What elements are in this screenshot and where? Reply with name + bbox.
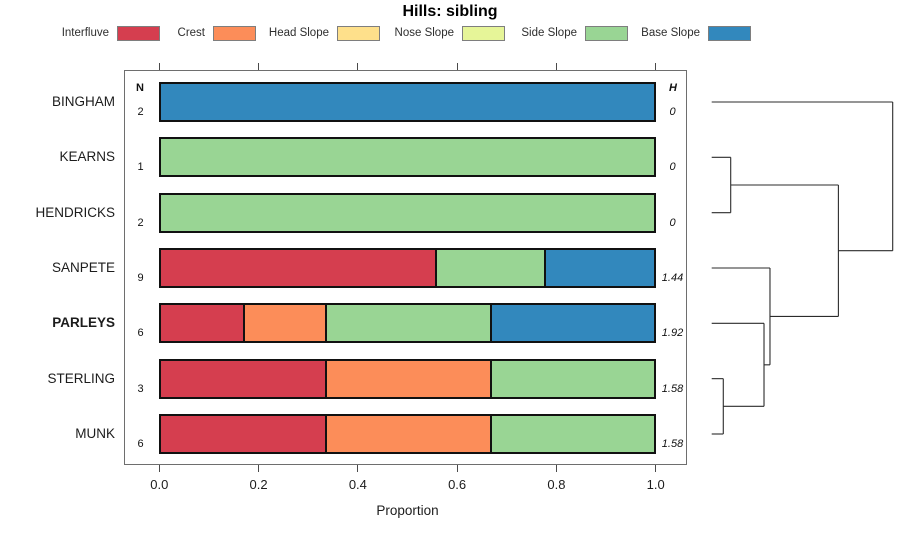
h-value: 1.92 [661,327,684,340]
bar [159,247,656,288]
legend-swatch-base-slope [708,26,751,41]
n-value: 9 [137,271,144,284]
legend-label: Side Slope [521,27,577,39]
x-axis-bottom-tick [655,465,657,472]
row-label: HENDRICKS [35,204,115,220]
n-value: 1 [137,161,144,174]
x-axis-top-tick [456,63,458,70]
row-label: STERLING [47,370,115,386]
bar [159,192,656,233]
legend-swatch-side-slope [585,26,628,41]
h-value: 1.44 [661,271,684,284]
legend-swatch-nose-slope [462,26,505,41]
row-label: BINGHAM [51,94,115,109]
bar [159,82,656,122]
bar-segment-base-slope [161,84,654,120]
n-value: 6 [137,327,144,340]
h-column-header: H [669,82,677,94]
x-axis-top-tick [555,63,557,70]
n-value: 2 [137,106,144,118]
x-axis-bottom-tick [555,465,557,472]
bar-segment-crest [243,305,326,342]
x-axis-bottom-tick [357,465,359,472]
x-axis-tick-label: 0.8 [547,477,566,492]
bar [159,358,656,399]
x-axis-bottom-tick [158,465,160,472]
legend-swatch-interfluve [117,26,160,41]
x-axis-tick-label: 0.0 [150,477,169,492]
bar-segment-side-slope [489,415,654,452]
bar-segment-crest [325,415,490,452]
bar-segment-side-slope [161,194,654,231]
x-axis-label: Proportion [376,503,439,518]
legend-label: Nose Slope [394,27,454,39]
h-value: 1.58 [661,437,684,450]
bar-segment-side-slope [325,305,490,342]
row-label: SANPETE [51,259,115,275]
x-axis-tick-label: 0.6 [448,477,467,492]
x-axis-top-tick [655,63,657,70]
row-label: MUNK [75,425,115,441]
legend-swatch-crest [213,26,256,41]
x-axis-tick-label: 1.0 [646,477,665,492]
h-value: 0 [669,106,676,118]
row-label: PARLEYS [52,315,115,331]
bar-segment-interfluve [161,249,435,286]
bar [159,413,656,454]
n-value: 6 [137,437,144,450]
row-label: KEARNS [59,149,115,165]
bar [159,137,656,178]
n-value: 2 [137,216,144,229]
legend-label: Head Slope [268,27,329,39]
bar [159,303,656,344]
legend-label: Base Slope [641,27,700,39]
x-axis-tick-label: 0.2 [249,477,268,492]
bar-segment-base-slope [544,249,654,286]
x-axis-bottom-tick [258,465,260,472]
h-value: 0 [669,216,676,229]
n-column-header: N [136,82,144,94]
legend-swatch-head-slope [337,26,380,41]
bar-segment-base-slope [489,305,654,342]
bar-segment-side-slope [434,249,545,286]
bar-segment-interfluve [161,360,326,397]
x-axis-top-tick [357,63,359,70]
x-axis-top-tick [158,63,160,70]
x-axis-tick-label: 0.4 [348,477,367,492]
h-value: 1.58 [661,382,684,395]
legend-label: Interfluve [61,27,109,39]
bar-segment-interfluve [161,415,326,452]
bar-segment-crest [325,360,490,397]
bar-segment-interfluve [161,305,244,342]
x-axis-top-tick [258,63,260,70]
legend-label: Crest [177,27,205,39]
h-value: 0 [669,161,676,174]
x-axis-bottom-tick [456,465,458,472]
n-value: 3 [137,382,144,395]
chart-title: Hills: sibling [402,3,498,20]
bar-segment-side-slope [489,360,654,397]
bar-segment-side-slope [161,139,654,176]
